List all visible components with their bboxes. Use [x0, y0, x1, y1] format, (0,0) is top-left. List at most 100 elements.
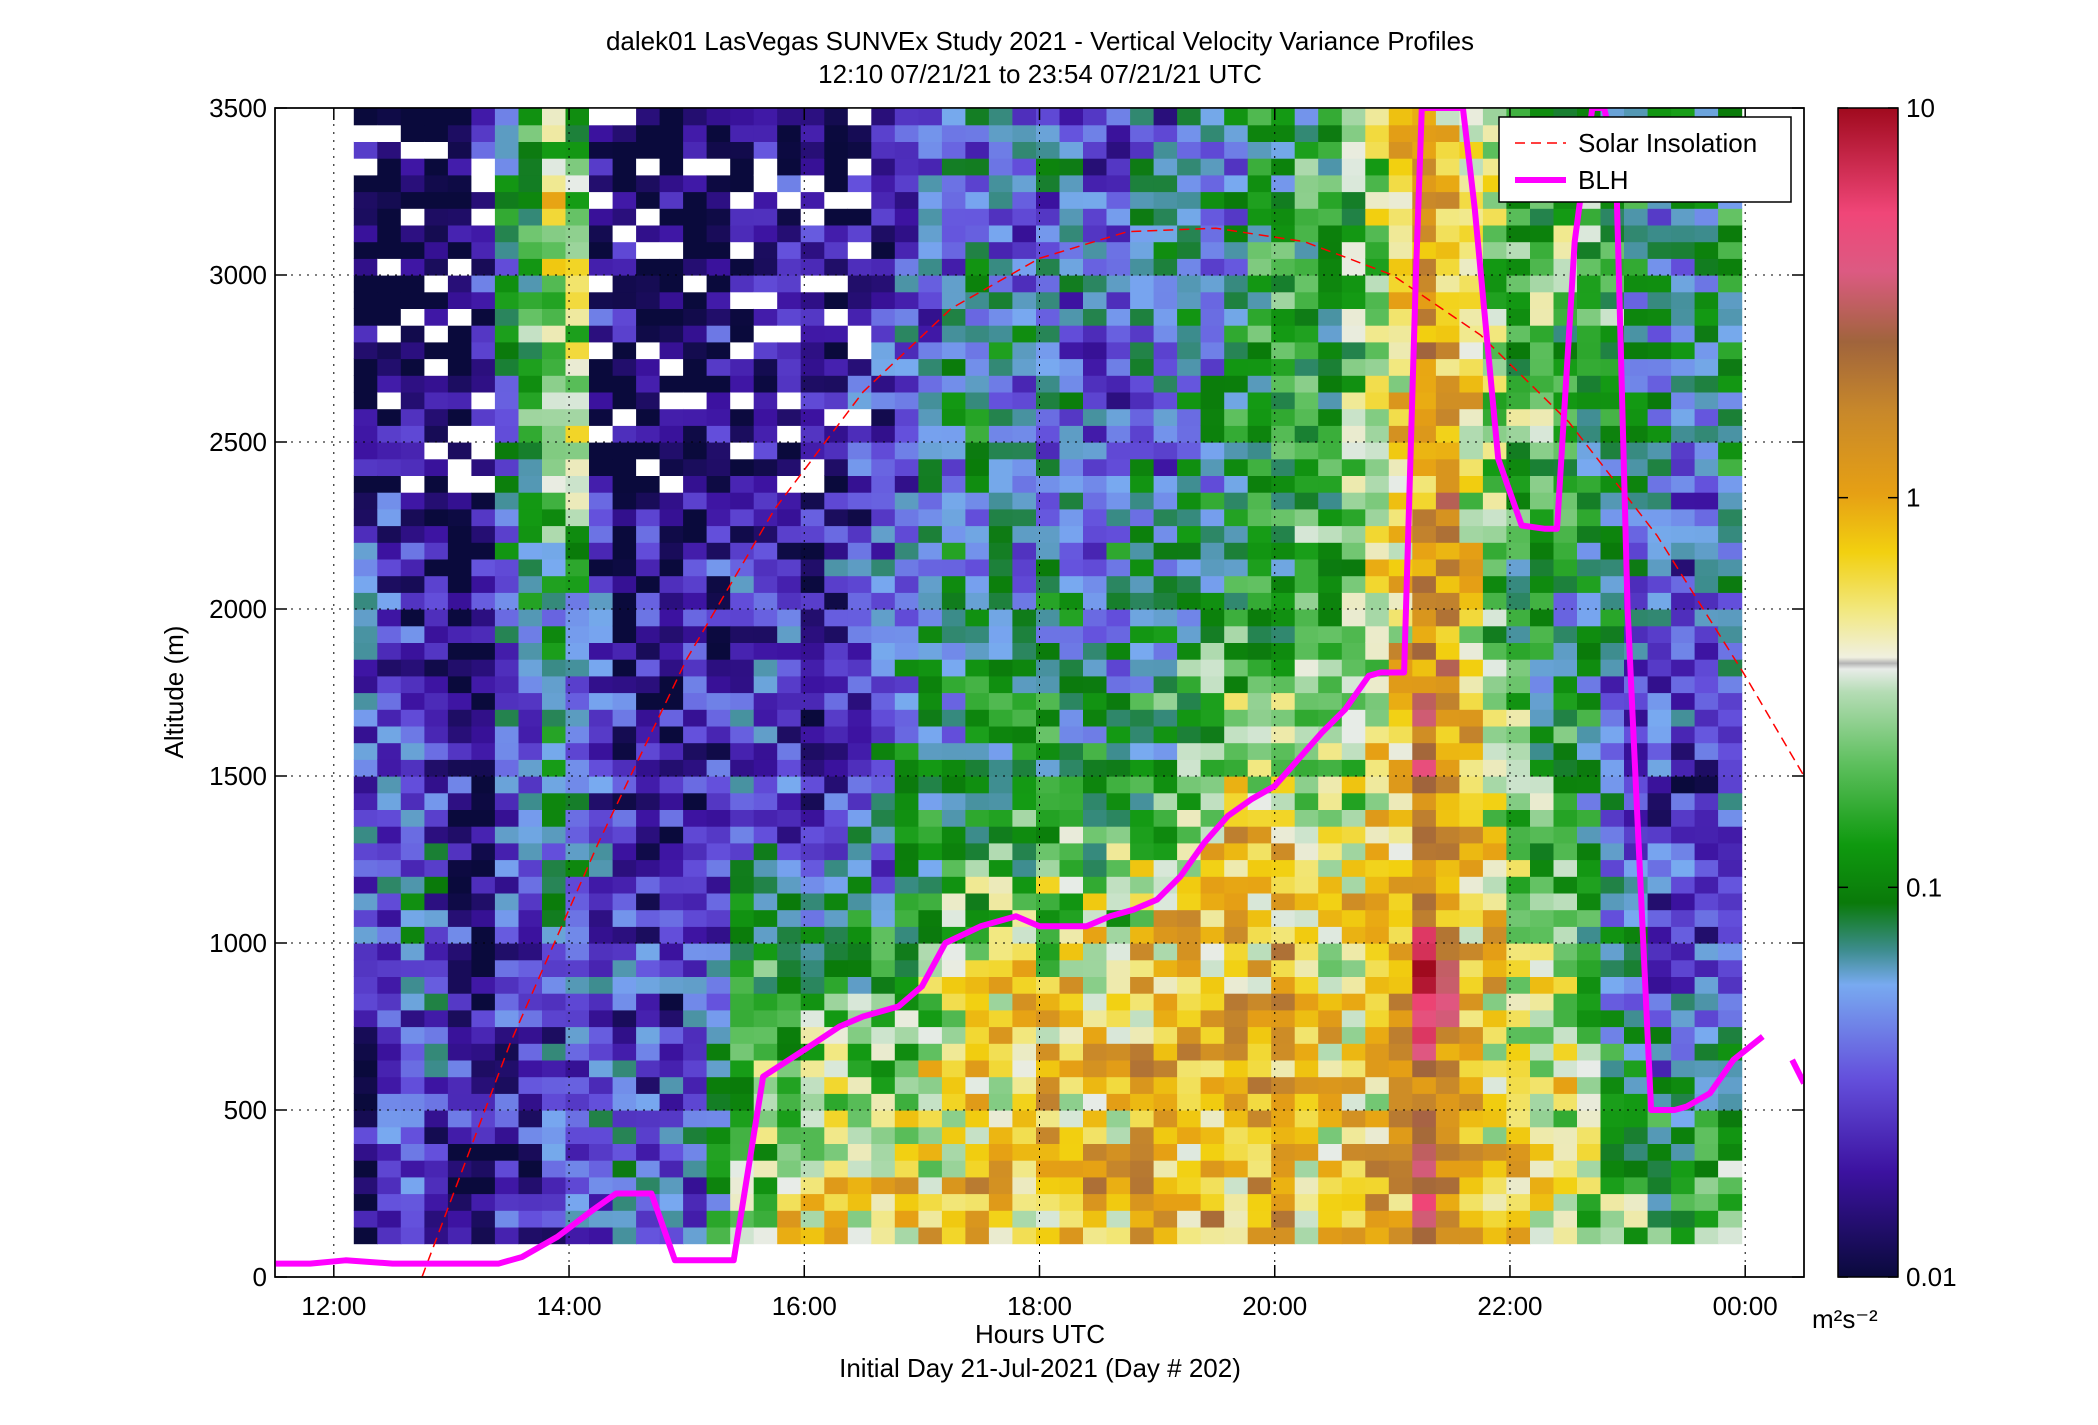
heatmap-cell — [1600, 1026, 1625, 1044]
heatmap-cell — [400, 1143, 425, 1161]
heatmap-cell — [988, 191, 1013, 209]
heatmap-cell — [1388, 842, 1413, 861]
heatmap-cell — [1177, 1126, 1202, 1144]
heatmap-cell — [612, 1026, 637, 1044]
heatmap-cell — [1130, 725, 1155, 744]
heatmap-cell — [871, 191, 896, 209]
heatmap-cell — [1600, 725, 1625, 744]
heatmap-cell — [1412, 759, 1437, 777]
heatmap-cell — [1341, 108, 1366, 126]
heatmap-cell — [1435, 191, 1460, 209]
heatmap-cell — [824, 1226, 849, 1245]
heatmap-cell — [353, 1126, 378, 1144]
heatmap-cell — [353, 525, 378, 543]
heatmap-cell — [1106, 776, 1131, 794]
heatmap-cell — [777, 826, 802, 844]
heatmap-cell — [1012, 391, 1037, 410]
heatmap-cell — [871, 642, 896, 660]
heatmap-cell — [1553, 1143, 1578, 1161]
heatmap-cell — [1459, 826, 1484, 844]
heatmap-cell — [542, 391, 567, 410]
heatmap-cell — [1200, 358, 1225, 376]
heatmap-cell — [1412, 976, 1437, 994]
heatmap-cell — [447, 1193, 472, 1211]
heatmap-cell — [847, 709, 872, 727]
heatmap-cell — [824, 375, 849, 393]
heatmap-cell — [941, 959, 966, 977]
heatmap-cell — [1482, 642, 1507, 660]
heatmap-cell — [1294, 475, 1319, 493]
heatmap-cell — [1083, 1176, 1108, 1195]
heatmap-cell — [847, 141, 872, 159]
heatmap-cell — [1388, 375, 1413, 393]
heatmap-cell — [1600, 1059, 1625, 1078]
heatmap-cell — [941, 1160, 966, 1178]
heatmap-cell — [353, 609, 378, 627]
heatmap-cell — [965, 1043, 990, 1061]
heatmap-cell — [1530, 575, 1555, 593]
heatmap-cell — [400, 1009, 425, 1028]
heatmap-cell — [1482, 659, 1507, 677]
heatmap-cell — [941, 976, 966, 994]
heatmap-cell — [1036, 525, 1061, 543]
heatmap-cell — [1318, 375, 1343, 393]
heatmap-cell — [659, 1110, 684, 1128]
series-solar-insolation — [421, 227, 1804, 1277]
heatmap-cell — [377, 926, 402, 944]
heatmap-cell — [636, 241, 661, 259]
heatmap-cell — [1036, 1210, 1061, 1228]
heatmap-cell — [777, 308, 802, 326]
heatmap-cell — [1530, 1026, 1555, 1044]
heatmap-cell — [847, 458, 872, 476]
heatmap-cell — [565, 1093, 590, 1111]
heatmap-cell — [542, 375, 567, 393]
heatmap-cell — [565, 809, 590, 827]
heatmap-cell — [1200, 375, 1225, 393]
x-tick-label: 12:00 — [301, 1291, 366, 1321]
heatmap-cell — [518, 625, 543, 643]
heatmap-cell — [1318, 826, 1343, 844]
heatmap-cell — [1671, 1059, 1696, 1078]
x-tick-label: 18:00 — [1007, 1291, 1072, 1321]
heatmap-cell — [1318, 224, 1343, 243]
heatmap-cell — [988, 876, 1013, 894]
heatmap-cell — [1106, 625, 1131, 643]
heatmap-cell — [1365, 575, 1390, 593]
heatmap-cell — [706, 108, 731, 126]
heatmap-cell — [1247, 1193, 1272, 1211]
heatmap-cell — [1341, 976, 1366, 994]
heatmap-cell — [988, 458, 1013, 476]
heatmap-cell — [589, 625, 614, 643]
heatmap-cell — [1271, 876, 1296, 894]
heatmap-cell — [447, 1226, 472, 1245]
heatmap-cell — [1600, 558, 1625, 577]
heatmap-cell — [471, 976, 496, 994]
heatmap-cell — [918, 792, 943, 810]
heatmap-cell — [1435, 542, 1460, 560]
heatmap-cell — [1506, 592, 1531, 610]
heatmap-cell — [1083, 759, 1108, 777]
heatmap-cell — [1247, 425, 1272, 443]
heatmap-cell — [565, 1176, 590, 1195]
heatmap-cell — [847, 892, 872, 911]
heatmap-cell — [471, 124, 496, 142]
heatmap-cell — [1365, 892, 1390, 911]
heatmap-cell — [589, 575, 614, 593]
heatmap-cell — [518, 224, 543, 243]
heatmap-cell — [353, 1043, 378, 1061]
heatmap-cell — [1694, 609, 1719, 627]
heatmap-cell — [1459, 442, 1484, 460]
heatmap-cell — [1577, 1226, 1602, 1245]
heatmap-cell — [424, 1126, 449, 1144]
heatmap-cell — [871, 575, 896, 593]
heatmap-cell — [659, 742, 684, 760]
heatmap-cell — [1459, 892, 1484, 911]
heatmap-cell — [1083, 308, 1108, 326]
heatmap-cell — [777, 709, 802, 727]
heatmap-cell — [1083, 609, 1108, 627]
heatmap-cell — [1600, 492, 1625, 510]
heatmap-cell — [565, 341, 590, 360]
heatmap-cell — [1694, 926, 1719, 944]
heatmap-cell — [542, 341, 567, 360]
